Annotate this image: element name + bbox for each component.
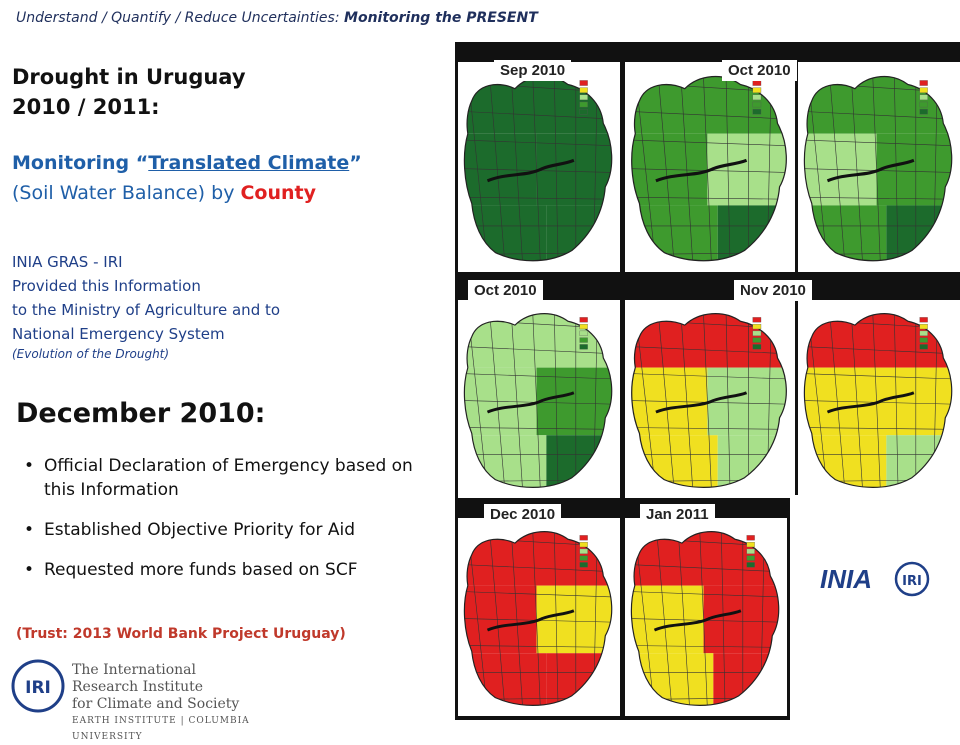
uruguay-map	[798, 300, 960, 498]
map-legend	[746, 535, 755, 568]
inia-iri-logo: INIA IRI	[790, 495, 960, 720]
map-month-label: Oct 2010	[722, 60, 797, 81]
uruguay-map	[458, 300, 620, 498]
info-line-1: INIA GRAS - IRI	[12, 253, 123, 271]
header-bar: Understand / Quantify / Reduce Uncertain…	[0, 0, 960, 36]
bullet-item: Official Declaration of Emergency based …	[22, 454, 442, 502]
title-line-1: Drought in Uruguay	[12, 65, 246, 89]
header-text: Understand / Quantify / Reduce Uncertain…	[16, 10, 538, 26]
iri-logo: IRI The International Research Institute…	[10, 658, 260, 742]
map-legend	[579, 535, 588, 568]
map-month-label: Jan 2011	[640, 504, 715, 525]
trust-note: (Trust: 2013 World Bank Project Uruguay)	[16, 626, 346, 642]
iri-logo-icon: IRI	[11, 659, 65, 713]
left-text-column: Drought in Uruguay 2010 / 2011: Monitori…	[0, 36, 455, 742]
page-title: Drought in Uruguay 2010 / 2011:	[12, 62, 246, 122]
subtitle-monitoring: Monitoring	[12, 152, 136, 174]
map-month-label: Oct 2010	[468, 280, 543, 301]
map-legend	[579, 317, 588, 350]
iri-logo-text: The International Research Institute for…	[72, 662, 260, 745]
map-legend	[919, 80, 928, 115]
map-legend	[752, 317, 762, 350]
iri-logo-abbr: IRI	[25, 678, 51, 698]
subtitle-county: County	[240, 182, 317, 204]
bullet-item: Requested more funds based on SCF	[22, 558, 442, 582]
subtitle: Monitoring “Translated Climate” (Soil Wa…	[12, 148, 362, 208]
map-month-label: Sep 2010	[494, 60, 572, 81]
map-legend	[752, 80, 762, 115]
december-heading: December 2010:	[16, 398, 266, 429]
uruguay-map	[458, 518, 620, 716]
header-prefix: Understand / Quantify / Reduce Uncertain…	[16, 10, 345, 26]
uruguay-map	[625, 300, 795, 498]
subtitle-translated-climate: Translated Climate	[148, 152, 350, 174]
uruguay-map	[798, 62, 960, 272]
uruguay-map	[458, 62, 620, 272]
header-emphasis: Monitoring the PRESENT	[344, 10, 538, 26]
info-line-2: Provided this Information	[12, 277, 201, 295]
subtitle-line-1: Monitoring “Translated Climate”	[12, 148, 362, 178]
subtitle-soil-water: (Soil Water Balance) by	[12, 182, 241, 204]
subtitle-quote-close: ”	[349, 152, 362, 174]
inia-logo-text: INIA	[820, 564, 872, 594]
partner-logos: INIA IRI	[790, 495, 960, 720]
map-month-label: Nov 2010	[734, 280, 812, 301]
info-block: INIA GRAS - IRI Provided this Informatio…	[12, 250, 280, 362]
map-month-label: Dec 2010	[484, 504, 562, 525]
december-bullet-list: Official Declaration of Emergency based …	[22, 454, 442, 598]
info-line-4: National Emergency System	[12, 325, 225, 343]
map-legend	[919, 317, 928, 350]
info-line-3: to the Ministry of Agriculture and to	[12, 301, 281, 319]
map-legend	[579, 80, 588, 115]
title-line-2: 2010 / 2011:	[12, 95, 160, 119]
uruguay-map	[625, 62, 795, 272]
logo-line-2: for Climate and Society	[72, 696, 240, 712]
logo-line-3: EARTH INSTITUTE | COLUMBIA UNIVERSITY	[72, 716, 250, 742]
info-line-5: (Evolution of the Drought)	[12, 347, 170, 361]
bullet-item: Established Objective Priority for Aid	[22, 518, 442, 542]
uruguay-map	[625, 518, 787, 716]
logo-line-1: The International Research Institute	[72, 662, 204, 695]
subtitle-quote-open: “	[135, 152, 149, 174]
iri-small-logo-text: IRI	[902, 574, 922, 589]
subtitle-line-2: (Soil Water Balance) by County	[12, 178, 362, 208]
